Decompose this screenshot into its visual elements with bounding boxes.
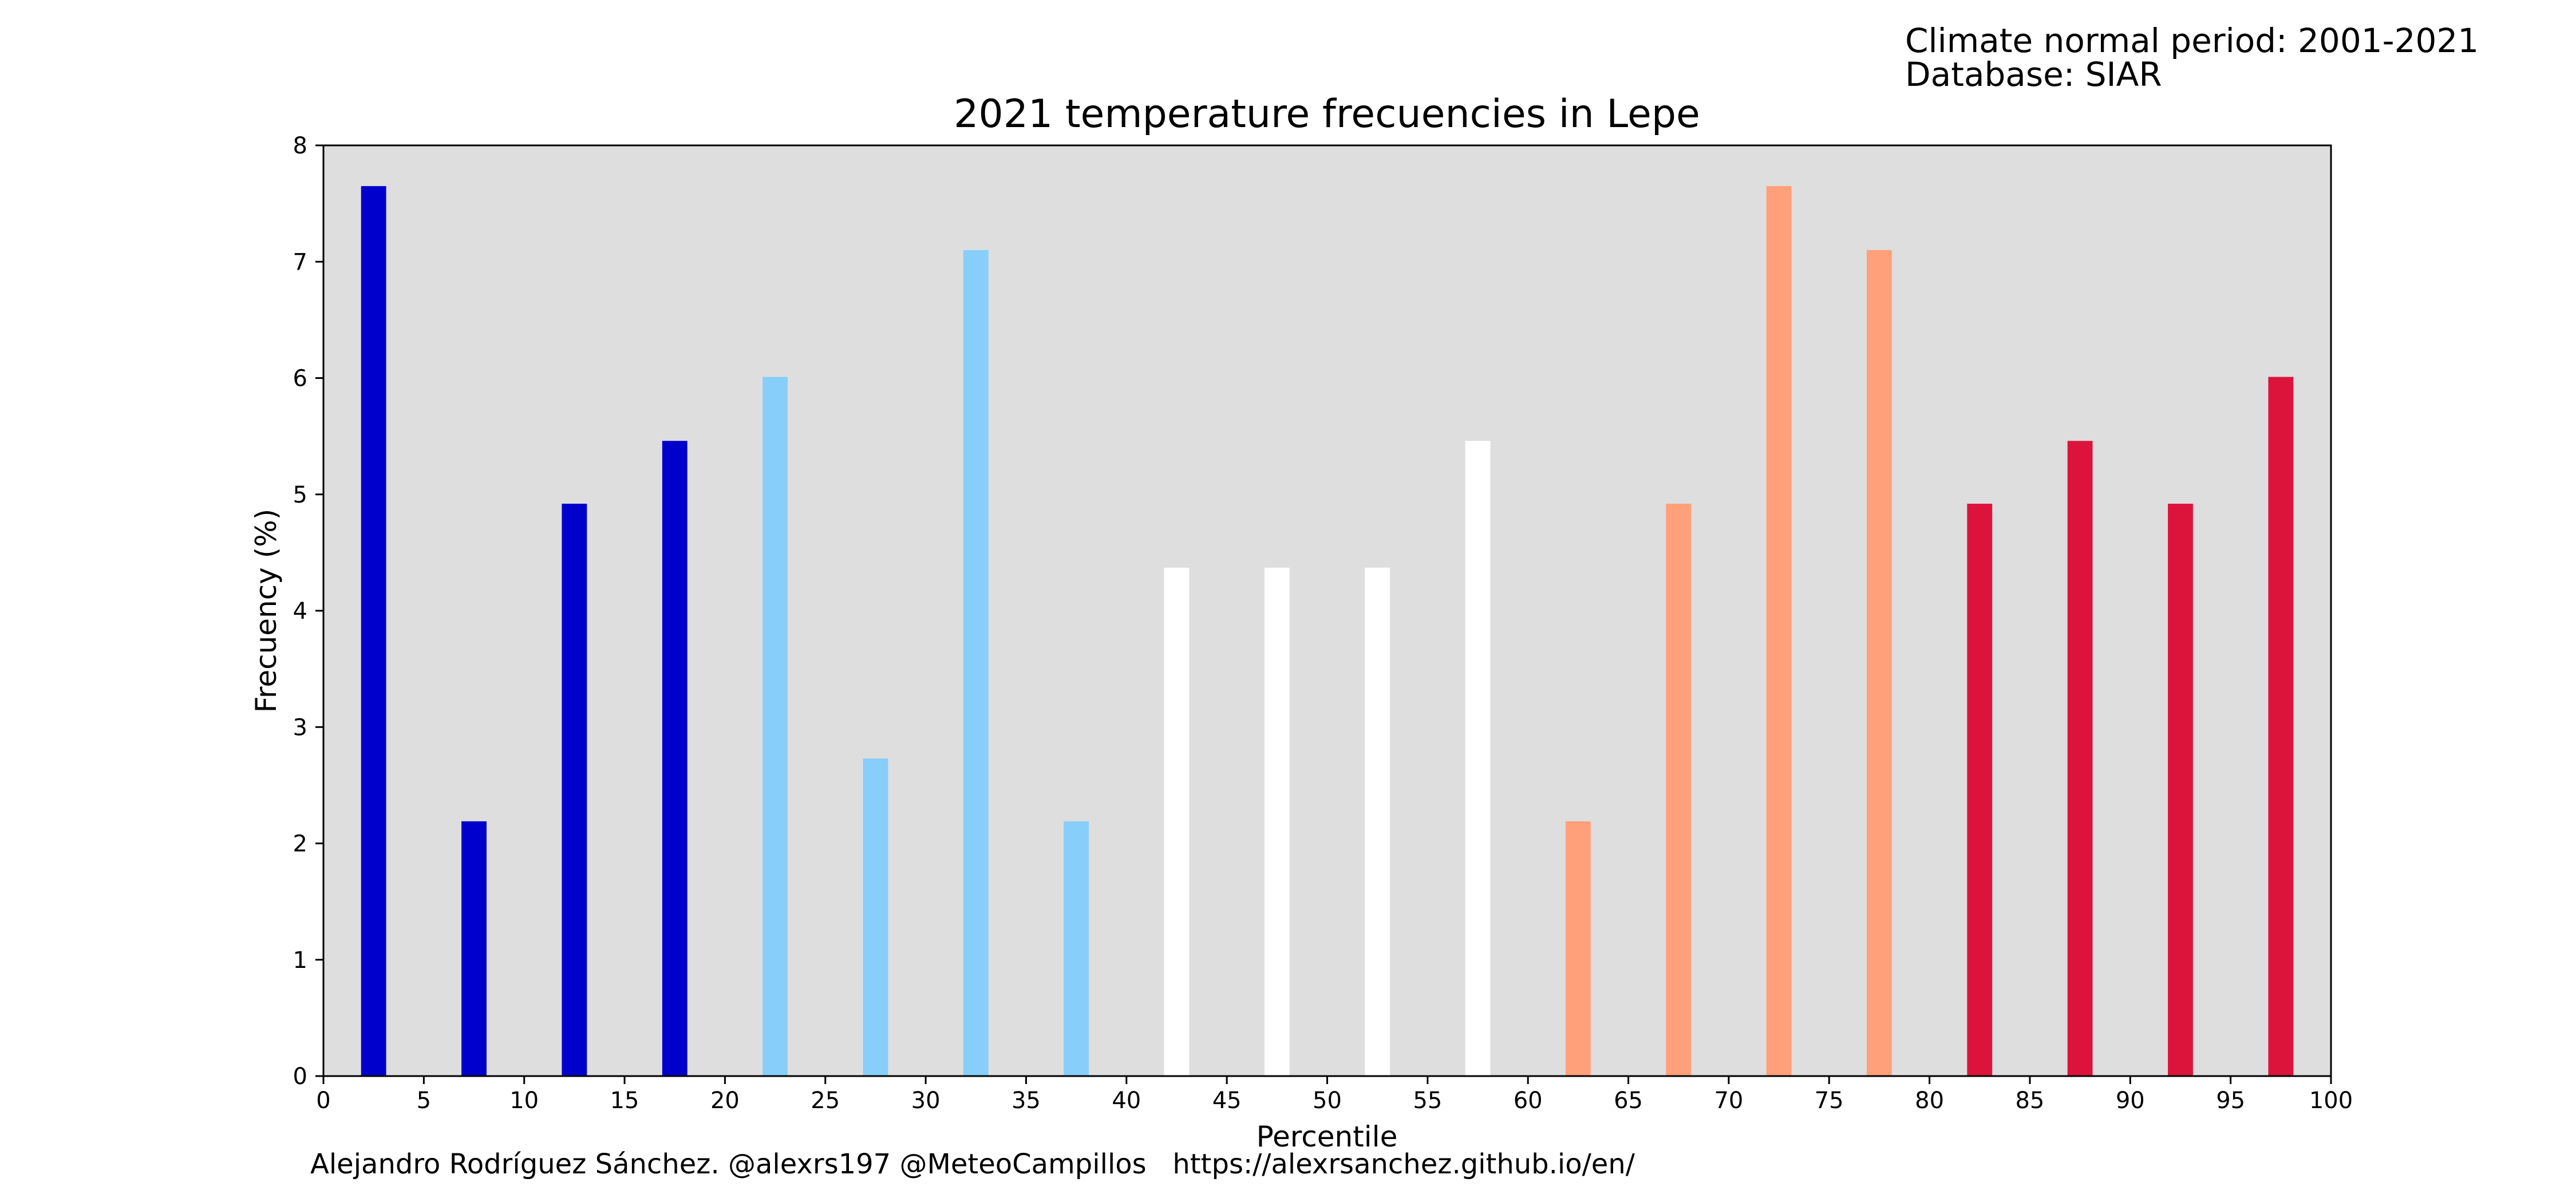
bar-19 [2268,377,2294,1076]
bar-3 [662,441,688,1076]
y-tick-label-0: 0 [293,1063,307,1090]
x-tick-label-9: 45 [1212,1088,1242,1114]
x-tick-label-19: 95 [2216,1088,2245,1114]
x-tick-label-4: 20 [710,1088,740,1114]
bar-10 [1365,567,1390,1076]
x-tick-label-6: 30 [911,1088,941,1114]
x-tick-label-8: 40 [1112,1088,1141,1114]
x-axis: 0 5 10 15 20 25 30 35 40 45 50 55 60 65 70 75 80 85 90 95 10… [316,1076,2353,1114]
footer-credit: Alejandro Rodríguez Sánchez. @alexrs197 … [310,1148,1635,1180]
bar-1 [461,821,487,1076]
y-tick-label-6: 6 [293,366,307,392]
y-axis-label: Frecuency (%) [250,509,283,713]
bar-0 [361,186,386,1077]
bar-4 [762,377,788,1076]
bar-17 [2067,441,2093,1076]
climate-normal-text: Climate normal period: 2001-2021 [1905,21,2479,60]
bar-16 [1967,504,1993,1076]
x-tick-label-2: 10 [509,1088,539,1114]
x-tick-label-20: 100 [2309,1088,2353,1114]
x-tick-label-10: 50 [1313,1088,1342,1114]
y-tick-label-2: 2 [293,831,307,857]
plot-area [323,145,2331,1076]
x-tick-label-11: 55 [1413,1088,1442,1114]
chart-title: 2021 temperature frecuencies in Lepe [954,92,1700,137]
bars-group [361,186,2294,1077]
y-tick-label-7: 7 [293,249,307,275]
x-tick-label-3: 15 [610,1088,639,1114]
x-tick-label-0: 0 [316,1088,330,1114]
x-tick-label-16: 80 [1915,1088,1944,1114]
x-tick-label-17: 85 [2015,1088,2044,1114]
bar-12 [1565,821,1591,1076]
bar-8 [1164,567,1190,1076]
bar-9 [1264,567,1290,1076]
bar-14 [1766,186,1792,1077]
y-tick-label-8: 8 [293,133,307,159]
bar-13 [1666,504,1692,1076]
y-tick-label-1: 1 [293,947,307,974]
bar-2 [562,504,587,1076]
x-tick-label-14: 70 [1714,1088,1743,1114]
y-tick-label-3: 3 [293,714,307,741]
bar-7 [1064,821,1089,1076]
x-tick-label-15: 75 [1815,1088,1844,1114]
bar-15 [1867,250,1892,1076]
x-tick-label-5: 25 [811,1088,840,1114]
y-axis: 0 1 2 3 4 5 6 7 8 [293,133,323,1090]
x-tick-label-1: 5 [417,1088,431,1114]
x-tick-label-13: 65 [1614,1088,1643,1114]
x-tick-label-12: 60 [1514,1088,1543,1114]
bar-6 [963,250,989,1076]
y-tick-label-4: 4 [293,598,307,624]
x-tick-label-7: 35 [1012,1088,1041,1114]
bar-18 [2168,504,2193,1076]
x-tick-label-18: 90 [2116,1088,2145,1114]
database-text: Database: SIAR [1905,55,2162,94]
y-tick-label-5: 5 [293,482,307,508]
bar-5 [863,758,888,1076]
x-axis-label: Percentile [1257,1120,1398,1153]
bar-11 [1465,441,1491,1076]
